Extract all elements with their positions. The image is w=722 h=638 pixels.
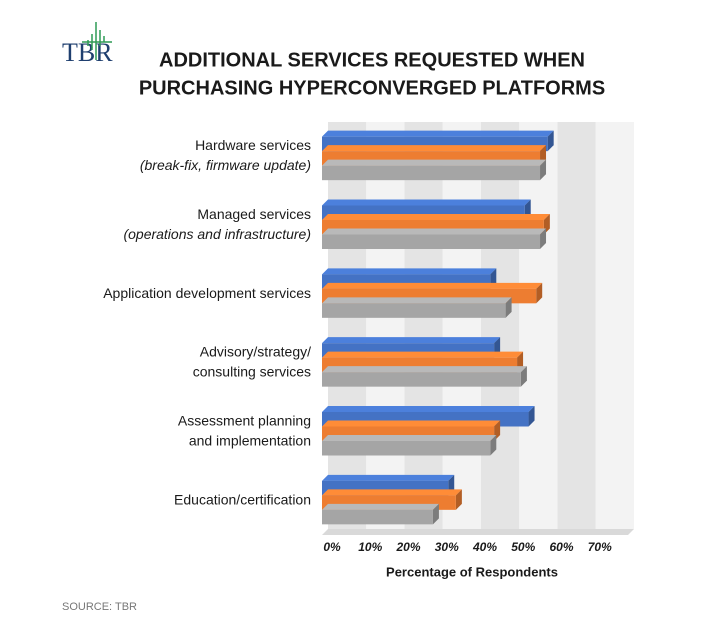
chart-title: PURCHASING HYPERCONVERGED PLATFORMS (139, 77, 605, 99)
x-tick-label: 70% (588, 540, 612, 554)
bar-top (322, 435, 497, 441)
y-tick-label: Advisory/strategy/ (200, 344, 311, 360)
bar-top (322, 214, 550, 220)
y-tick-label: (break-fix, firmware update) (140, 157, 311, 173)
bar-top (322, 297, 512, 304)
bar-top (322, 159, 547, 166)
x-axis-label: Percentage of Respondents (386, 564, 558, 579)
grid-band (519, 122, 558, 529)
bar-top (322, 268, 497, 275)
bar-top (322, 420, 501, 427)
grid-band (481, 122, 520, 529)
bar-top (322, 228, 547, 235)
bar-side (540, 159, 547, 181)
x-tick-label: 30% (435, 540, 459, 554)
y-tick-label: Application development services (103, 285, 311, 301)
y-tick-label: Hardware services (195, 137, 311, 153)
grid-band (557, 122, 596, 529)
y-tick-label: Education/certification (174, 491, 311, 507)
grid-band (442, 122, 481, 529)
y-tick-label: (operations and infrastructure) (123, 226, 311, 242)
bar-side (455, 489, 462, 510)
bar-top (322, 199, 531, 206)
bar-top (322, 489, 462, 496)
x-tick-label: 0% (323, 540, 341, 554)
x-tick-label: 10% (358, 540, 382, 554)
x-tick-label: 50% (511, 540, 535, 554)
y-tick-label: consulting services (193, 364, 311, 380)
grid-band (404, 122, 443, 529)
bar (322, 165, 541, 181)
bar-side (547, 130, 554, 152)
bar-side (528, 406, 535, 427)
x-tick-label: 20% (395, 540, 420, 554)
bar-side (505, 297, 512, 318)
logo-mark (82, 22, 112, 60)
floor (322, 529, 634, 535)
bar-top (322, 337, 501, 344)
chart-title: ADDITIONAL SERVICES REQUESTED WHEN (159, 49, 585, 71)
bar-side (536, 282, 543, 304)
grid-band (366, 122, 405, 529)
bar-top (322, 130, 554, 137)
x-tick-label: 60% (549, 540, 573, 554)
bar (322, 234, 541, 249)
grid-band (595, 122, 634, 529)
source: SOURCE: TBR (62, 601, 137, 613)
bar-top (322, 145, 547, 152)
y-tick-label: and implementation (189, 432, 311, 448)
bar (322, 509, 433, 525)
bar-top (322, 282, 543, 289)
bar-side (490, 435, 497, 456)
bar-top (322, 503, 439, 510)
bar-top (322, 474, 455, 481)
x-tick-label: 40% (472, 540, 497, 554)
bar-top (322, 406, 535, 412)
bar (322, 372, 521, 387)
y-tick-label: Managed services (197, 206, 311, 222)
y-tick-label: Assessment planning (178, 412, 311, 428)
bar (322, 441, 491, 456)
bar (322, 303, 506, 318)
bar-side (520, 366, 527, 387)
grid-band (328, 122, 367, 529)
bar-side (540, 228, 547, 249)
bar-top (322, 351, 524, 358)
bar-top (322, 366, 527, 373)
bar-side (432, 503, 439, 525)
